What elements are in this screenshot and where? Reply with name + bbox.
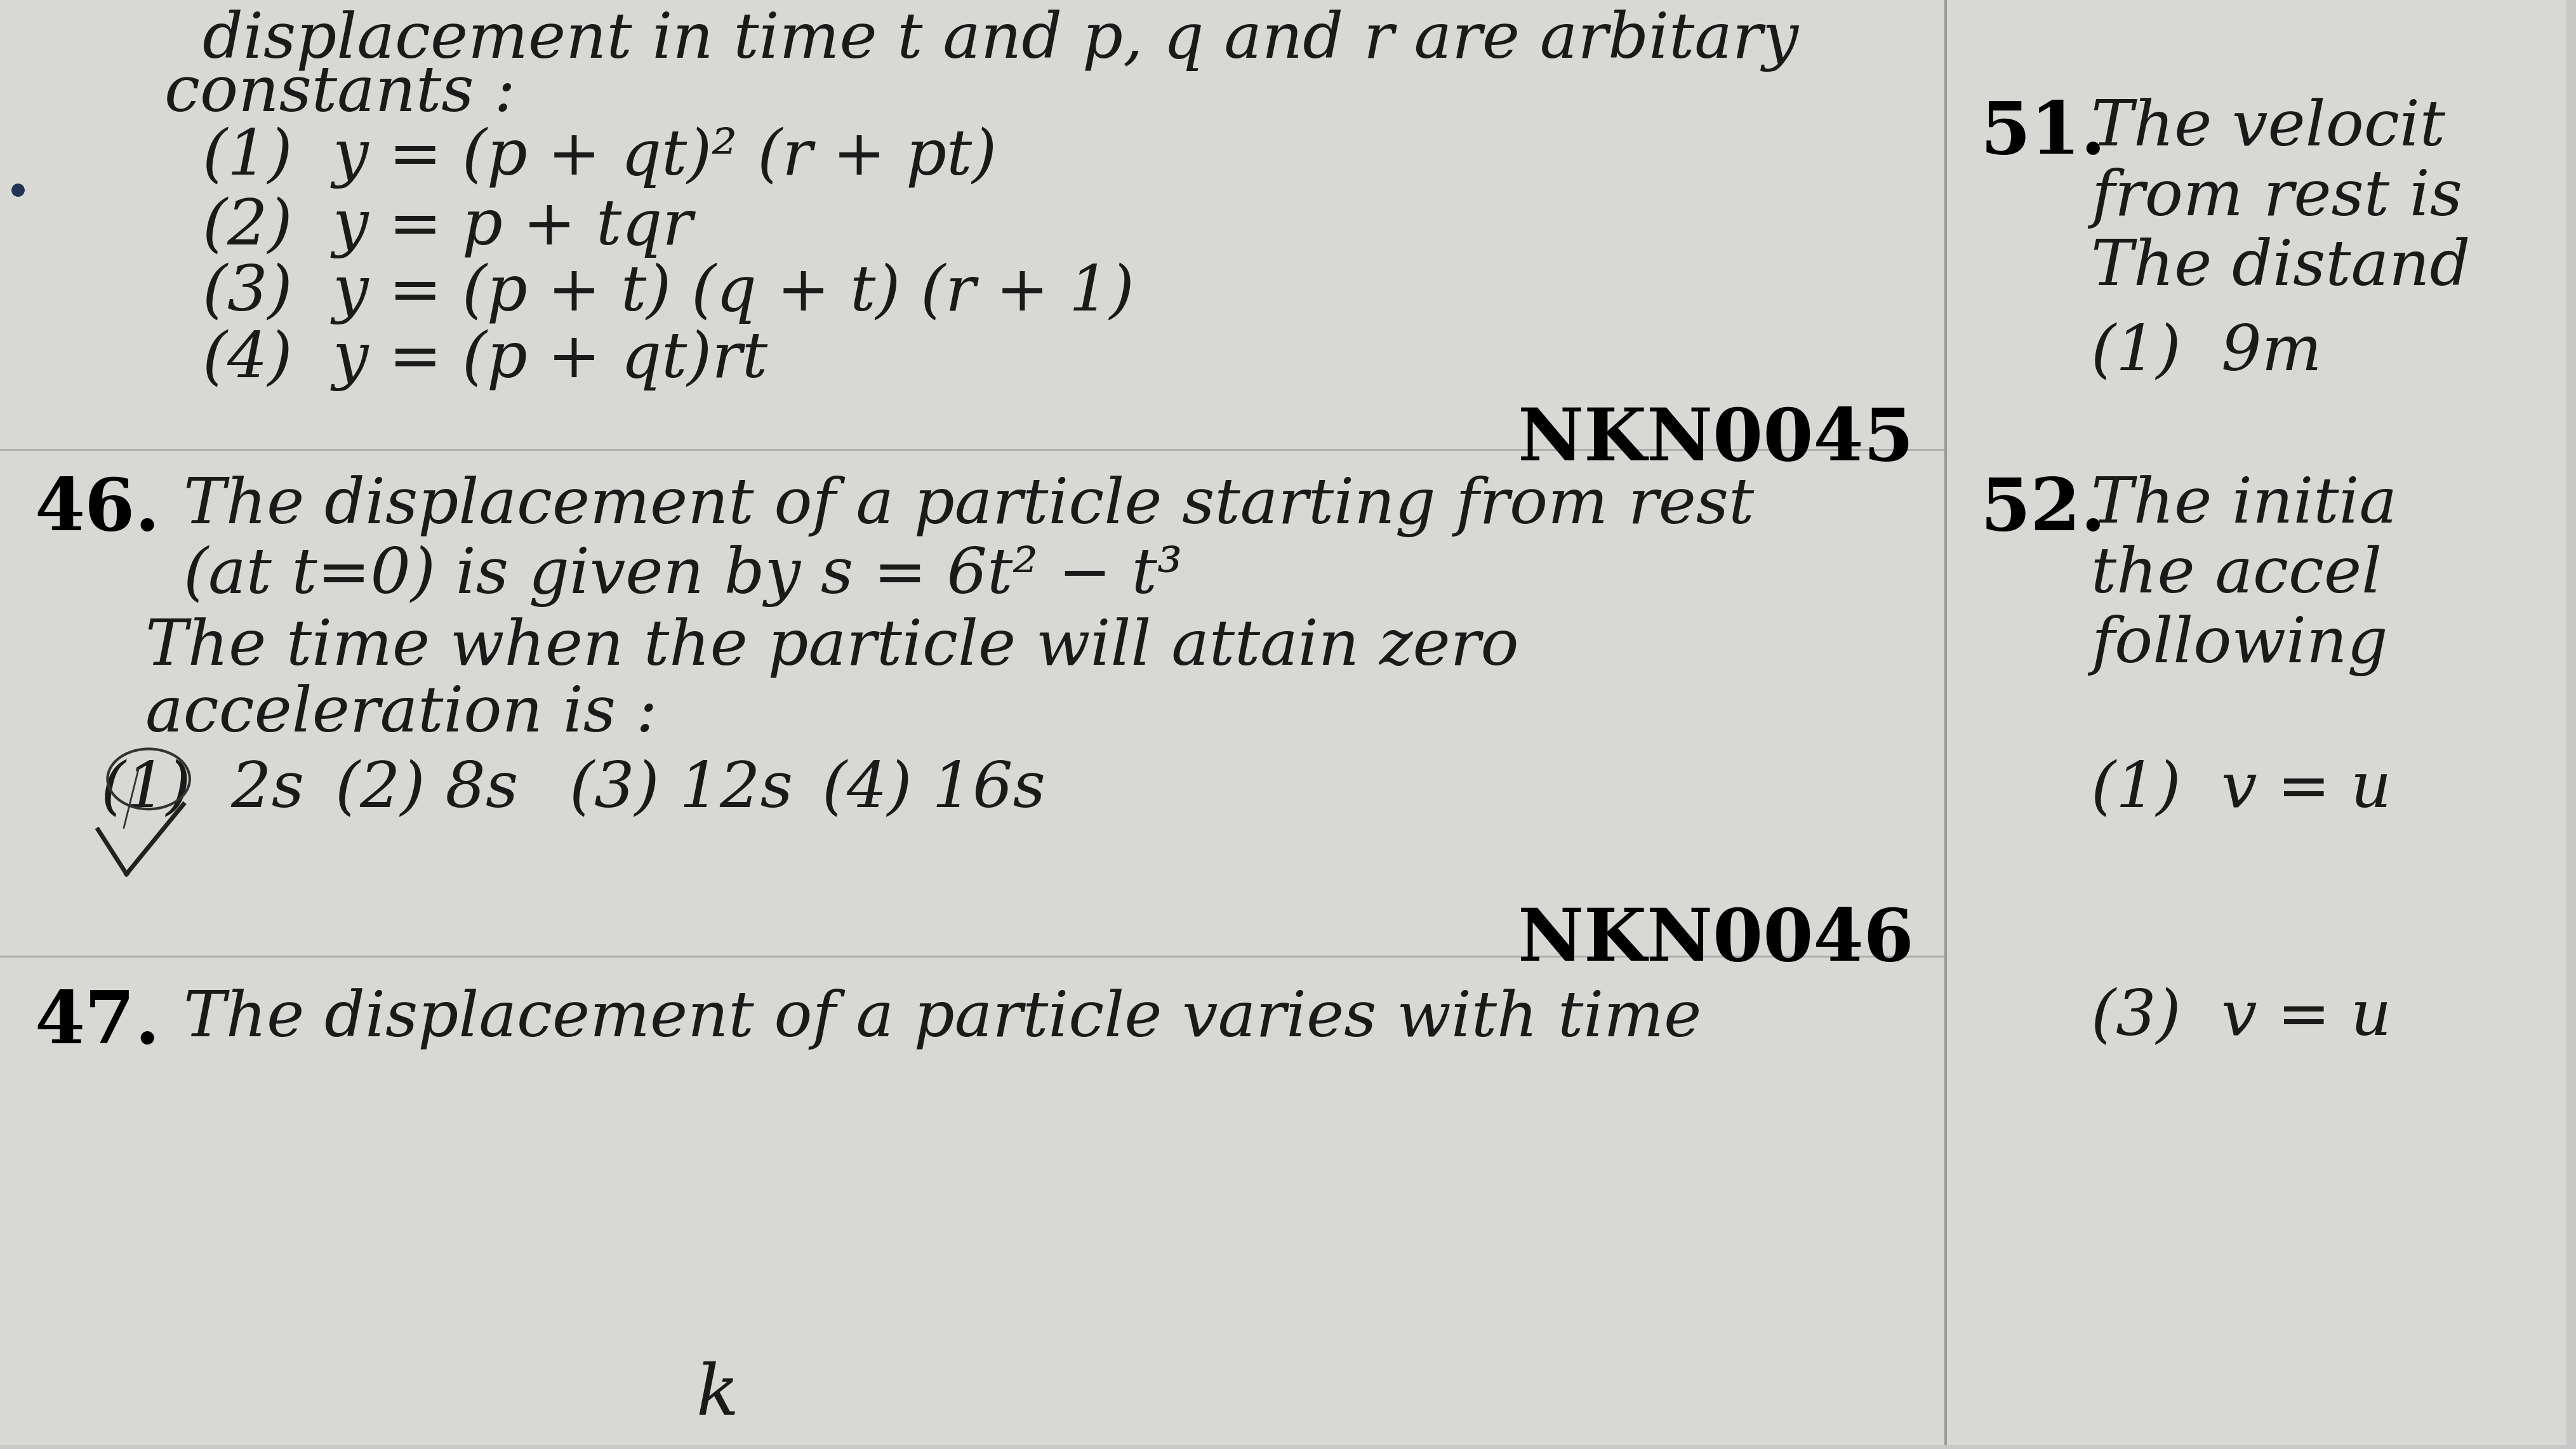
Text: following: following	[2092, 614, 2388, 675]
Text: The displacement of a particle varies with time: The displacement of a particle varies wi…	[183, 988, 1700, 1049]
Text: The distand: The distand	[2092, 238, 2470, 298]
Text: constants :: constants :	[165, 64, 515, 123]
Text: NKN0045: NKN0045	[1517, 406, 1914, 475]
Text: (at t=0) is given by s = 6t² − t³: (at t=0) is given by s = 6t² − t³	[183, 545, 1182, 607]
Text: k: k	[696, 1362, 739, 1430]
Text: the accel: the accel	[2092, 545, 2383, 606]
Text: (1)  2s: (1) 2s	[100, 761, 304, 820]
Text: (3)  y = (p + t) (q + t) (r + 1): (3) y = (p + t) (q + t) (r + 1)	[204, 262, 1133, 325]
Text: (1)  9m: (1) 9m	[2092, 323, 2321, 384]
Text: The displacement of a particle starting from rest: The displacement of a particle starting …	[183, 475, 1754, 538]
Text: (1)  v = u: (1) v = u	[2092, 761, 2391, 820]
Text: The velocit: The velocit	[2092, 99, 2445, 159]
Text: 46.: 46.	[36, 475, 160, 545]
Text: 52.: 52.	[1981, 475, 2107, 545]
Text: 51.: 51.	[1981, 99, 2107, 168]
Text: (3)  v = u: (3) v = u	[2092, 988, 2391, 1049]
Text: The time when the particle will attain zero: The time when the particle will attain z…	[144, 617, 1520, 678]
Text: (1)  y = (p + qt)² (r + pt): (1) y = (p + qt)² (r + pt)	[204, 126, 997, 188]
Text: The initia: The initia	[2092, 475, 2398, 536]
Text: from rest is: from rest is	[2092, 168, 2463, 229]
Text: displacement in time t and p, q and r are arbitary: displacement in time t and p, q and r ar…	[204, 10, 1798, 71]
Text: (3) 12s: (3) 12s	[569, 761, 793, 820]
Text: 47.: 47.	[36, 988, 160, 1058]
Text: (2) 8s: (2) 8s	[335, 761, 518, 820]
Text: (4) 16s: (4) 16s	[822, 761, 1046, 820]
Text: acceleration is :: acceleration is :	[144, 684, 657, 745]
Text: NKN0046: NKN0046	[1517, 906, 1914, 977]
Text: (4)  y = (p + qt)rt: (4) y = (p + qt)rt	[204, 329, 768, 391]
Text: (2)  y = p + tqr: (2) y = p + tqr	[204, 196, 693, 258]
